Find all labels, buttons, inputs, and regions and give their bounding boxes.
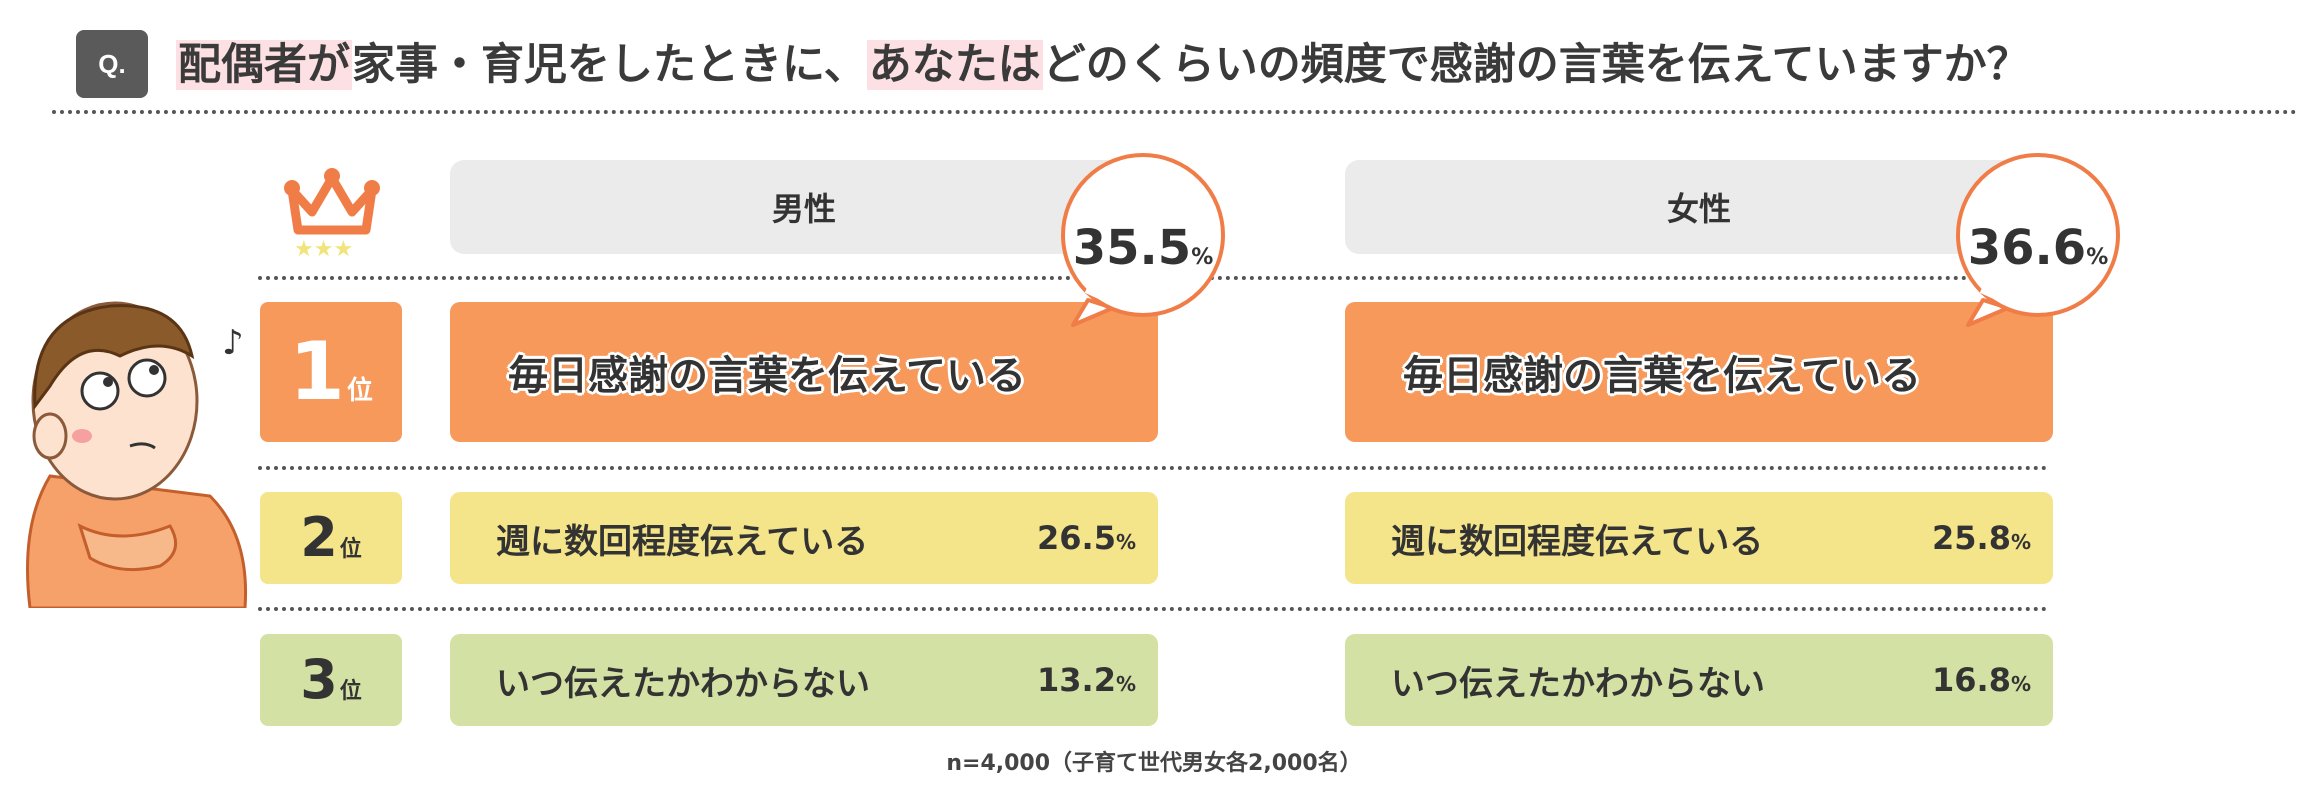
rank-number: 3 — [300, 648, 338, 711]
women-rank-2-bar: 週に数回程度伝えている 25.8% — [1345, 492, 2053, 584]
answer-label: 週に数回程度伝えている — [496, 521, 869, 562]
rank-number: 2 — [300, 506, 338, 569]
percentage-unit: % — [2086, 245, 2109, 270]
percentage-value: 16.8% — [1932, 661, 2031, 699]
column-header-women: 女性 — [1345, 160, 2053, 254]
men-top-value-bubble: 35.5% — [1058, 150, 1258, 350]
men-rank-3-bar: いつ伝えたかわからない 13.2% — [450, 634, 1158, 726]
rank-number: 1 — [289, 325, 345, 418]
row-divider — [258, 607, 2048, 611]
rank-suffix: 位 — [339, 537, 362, 562]
percentage-number: 36.6 — [1967, 220, 2087, 276]
answer-label: 毎日感謝の言葉を伝えている — [1403, 353, 1921, 399]
women-top-value-bubble: 36.6% — [1953, 150, 2153, 350]
question-segment: 家事・育児をしたときに、 — [352, 40, 867, 90]
percentage-value: 26.5% — [1037, 519, 1136, 557]
percentage-number: 26.5 — [1037, 519, 1116, 557]
percentage-value: 25.8% — [1932, 519, 2031, 557]
answer-label: いつ伝えたかわからない — [1391, 663, 1765, 704]
column-header-men: 男性 — [450, 160, 1158, 254]
percentage-unit: % — [1115, 530, 1136, 554]
men-rank-2-bar: 週に数回程度伝えている 26.5% — [450, 492, 1158, 584]
rank-suffix: 位 — [339, 679, 362, 704]
rank-suffix: 位 — [346, 376, 373, 406]
top-value-text: 36.6% — [1953, 220, 2123, 276]
thinking-man-illustration: ♪ — [26, 301, 248, 608]
percentage-number: 25.8 — [1932, 519, 2011, 557]
top-value-text: 35.5% — [1058, 220, 1228, 276]
answer-label: 週に数回程度伝えている — [1391, 521, 1764, 562]
svg-text:♪: ♪ — [222, 323, 244, 363]
percentage-unit: % — [1115, 672, 1136, 696]
question-text: 配偶者が家事・育児をしたときに、あなたはどのくらいの頻度で感謝の言葉を伝えていま… — [176, 30, 2030, 100]
question-segment: あなたは — [866, 40, 1043, 90]
men-rank-1-bar: 毎日感謝の言葉を伝えている — [450, 302, 1158, 442]
question-divider — [52, 110, 2298, 114]
percentage-number: 35.5 — [1072, 220, 1192, 276]
sample-size-note: n=4,000（子育て世代男女各2,000名） — [946, 751, 1362, 776]
question-segment: 配偶者が — [176, 40, 352, 90]
percentage-unit: % — [2010, 530, 2031, 554]
percentage-value: 13.2% — [1037, 661, 1136, 699]
percentage-number: 13.2 — [1037, 661, 1116, 699]
svg-text:★★★: ★★★ — [294, 237, 353, 258]
speech-bubble-shape — [1956, 153, 2120, 327]
answer-label: 毎日感謝の言葉を伝えている — [508, 353, 1026, 399]
row-divider — [258, 466, 2048, 470]
percentage-unit: % — [1191, 245, 1214, 270]
question-segment: どのくらいの頻度で感謝の言葉を伝えていますか？ — [1042, 40, 2030, 90]
speech-bubble-shape — [1061, 153, 1225, 327]
percentage-unit: % — [2010, 672, 2031, 696]
percentage-number: 16.8 — [1932, 661, 2011, 699]
answer-label: いつ伝えたかわからない — [496, 663, 870, 704]
women-rank-3-bar: いつ伝えたかわからない 16.8% — [1345, 634, 2053, 726]
women-rank-1-bar: 毎日感謝の言葉を伝えている — [1345, 302, 2053, 442]
question-badge: Q. — [76, 30, 148, 98]
crown-icon: ★★★ — [284, 168, 380, 258]
